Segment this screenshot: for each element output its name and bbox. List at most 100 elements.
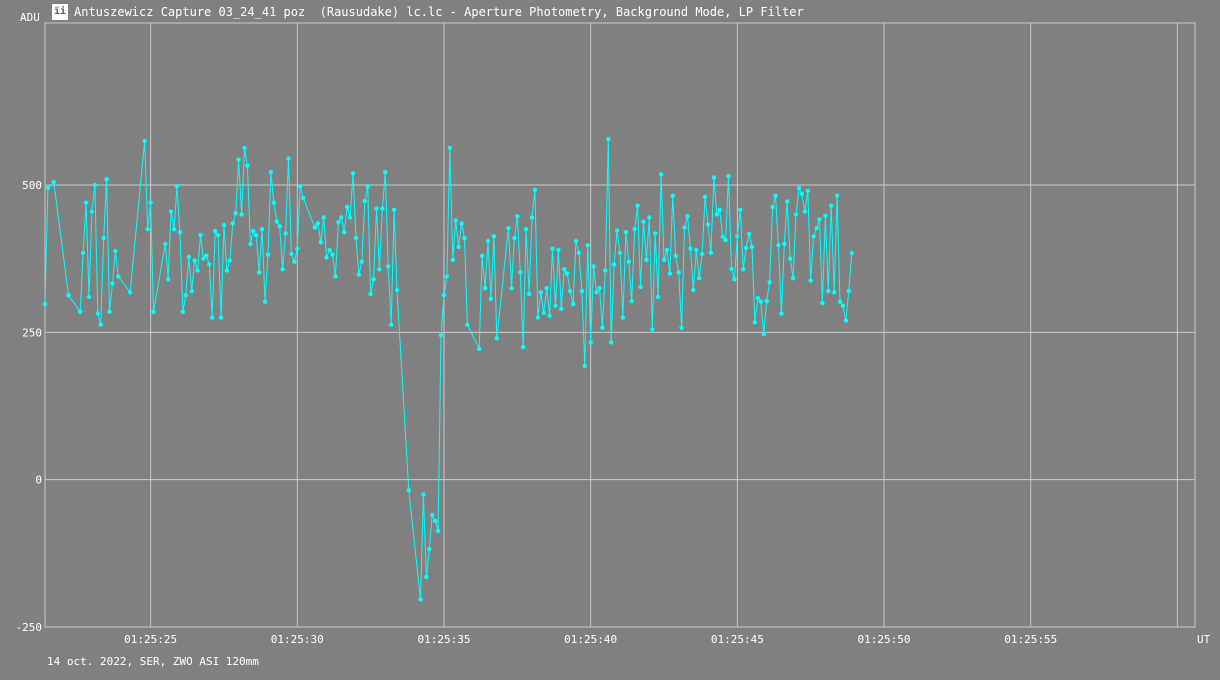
data-point <box>547 313 552 319</box>
data-point <box>641 219 646 224</box>
data-point <box>788 256 793 261</box>
data-point <box>620 315 626 320</box>
data-point <box>632 227 637 232</box>
data-point <box>262 299 268 304</box>
data-point <box>638 284 643 290</box>
data-point <box>746 231 752 237</box>
data-point <box>45 185 51 191</box>
data-point <box>676 270 681 275</box>
data-point <box>444 274 450 279</box>
plot-frame <box>44 22 1196 628</box>
data-point <box>840 303 846 308</box>
data-point <box>726 174 731 179</box>
data-point <box>148 200 153 205</box>
data-point <box>614 228 620 233</box>
data-point <box>380 206 385 211</box>
data-point <box>518 270 523 275</box>
data-point <box>591 264 596 269</box>
data-point <box>770 204 775 210</box>
data-point <box>623 230 629 235</box>
data-point <box>221 222 227 228</box>
data-point <box>456 244 461 250</box>
data-point <box>697 276 702 281</box>
data-point <box>820 300 825 306</box>
data-point <box>594 290 599 295</box>
data-point <box>383 169 388 175</box>
data-point <box>318 240 323 245</box>
data-point <box>611 262 617 267</box>
data-point <box>802 209 807 214</box>
data-point <box>532 187 538 192</box>
data-point <box>708 250 714 255</box>
data-point <box>424 574 429 580</box>
data-point <box>573 238 579 244</box>
data-point <box>509 286 514 291</box>
data-point <box>494 336 499 341</box>
data-point <box>606 136 611 142</box>
data-point <box>679 325 684 330</box>
data-point <box>576 250 582 255</box>
data-point <box>491 234 497 239</box>
data-point <box>286 156 291 161</box>
data-point <box>289 251 294 257</box>
data-point <box>782 241 787 247</box>
data-point <box>562 267 567 272</box>
data-point <box>242 145 247 151</box>
data-point <box>295 246 300 251</box>
data-point <box>350 171 356 176</box>
data-point <box>808 278 813 283</box>
data-point <box>823 213 828 218</box>
data-point <box>230 221 235 226</box>
data-point <box>89 209 95 214</box>
data-point <box>168 209 174 214</box>
data-point <box>342 230 347 235</box>
data-point <box>462 235 467 241</box>
data-point <box>51 179 56 185</box>
data-point <box>667 271 673 276</box>
data-point <box>195 268 200 273</box>
data-point <box>227 258 232 263</box>
data-point <box>95 311 101 316</box>
data-point <box>635 203 640 208</box>
data-point <box>389 322 394 327</box>
data-point <box>245 163 250 168</box>
data-point <box>559 306 564 311</box>
data-point <box>453 218 458 223</box>
data-point <box>485 238 491 244</box>
data-point <box>597 286 602 291</box>
data-point <box>356 272 362 277</box>
data-point <box>198 232 203 238</box>
data-point <box>506 225 511 231</box>
data-point <box>386 264 391 269</box>
y-tick-label: 0 <box>35 474 42 487</box>
data-point <box>186 254 191 260</box>
data-point <box>166 277 171 282</box>
data-point <box>735 234 740 239</box>
data-point <box>145 227 150 232</box>
y-tick-label: 500 <box>22 179 42 192</box>
data-point <box>257 270 262 275</box>
data-point <box>427 547 432 552</box>
data-point <box>711 175 717 180</box>
data-point <box>655 294 661 300</box>
data-point <box>101 235 106 241</box>
data-point <box>359 259 364 264</box>
data-point <box>793 212 799 217</box>
data-point <box>843 318 849 323</box>
data-point <box>315 221 320 226</box>
data-point <box>330 252 335 257</box>
x-tick-label: 01:25:30 <box>271 633 324 646</box>
data-point <box>201 256 206 261</box>
data-point <box>761 331 766 337</box>
data-point <box>702 194 708 199</box>
light-curve-app-icon[interactable]: ĩi <box>52 4 68 20</box>
data-point <box>421 492 426 497</box>
data-point <box>406 488 411 493</box>
data-point <box>846 288 851 294</box>
y-axis-label: ADU <box>20 11 40 24</box>
data-point <box>438 333 444 338</box>
data-point <box>849 250 854 255</box>
y-tick-label: -250 <box>16 621 43 634</box>
data-point <box>805 188 810 194</box>
